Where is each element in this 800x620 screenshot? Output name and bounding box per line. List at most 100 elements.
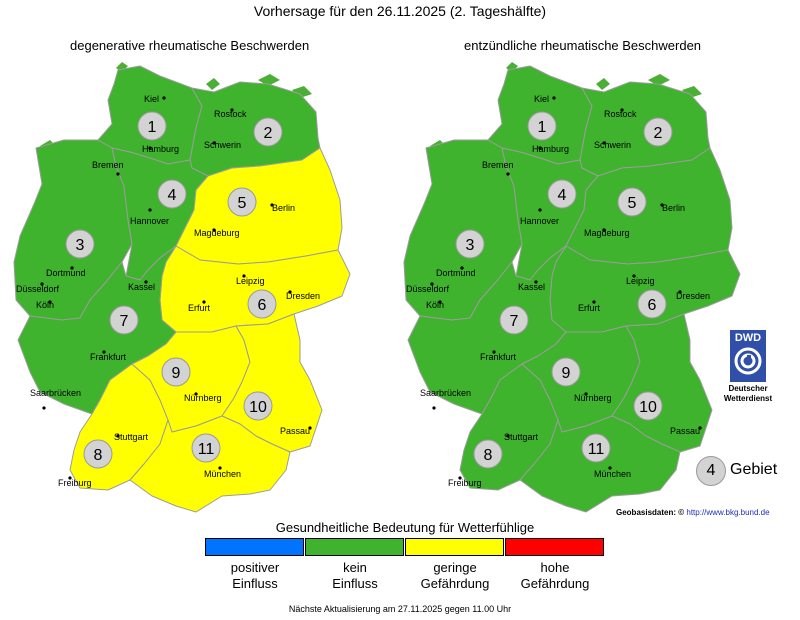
city-dot-leipzig [632,274,636,278]
region-number-circle-9 [161,357,191,387]
region-number-circle-8 [473,439,503,469]
map-title-inflammatory: entzündliche rheumatische Beschwerden [464,38,702,53]
city-label-kiel: Kiel [534,94,549,104]
region-11 [519,415,681,513]
city-dot-magdeburg [212,228,216,232]
map-title-degenerative: degenerative rheumatische Beschwerden [70,38,310,53]
region-number-9: 9 [562,365,571,382]
region-number-circle-3 [65,229,95,259]
legend-label-positive-line2: Einfluss [232,576,278,591]
city-dot-dortmund [70,266,74,270]
region-number-8: 8 [484,447,493,464]
region-number-circle-4 [547,179,577,209]
region-number-circle-7 [109,305,139,335]
city-dot-rostock [230,108,234,112]
city-dot-hannover [538,208,542,212]
region-number-circle-4 [157,179,187,209]
region-number-11: 11 [588,441,605,458]
city-dot-kassel [144,280,148,284]
city-label-dortmund: Dortmund [436,268,476,278]
city-label-dresden: Dresden [676,291,710,301]
region-number-6: 6 [258,297,267,314]
city-label-magdeburg: Magdeburg [194,228,240,238]
region-number-circle-6 [637,289,667,319]
city-label-bremen: Bremen [92,160,124,170]
legend-label-low: geringe Gefährdung [405,560,505,592]
legend-title: Gesundheitliche Bedeutung für Wetterfühl… [275,520,535,535]
legend-label-low-line2: Gefährdung [420,576,490,591]
city-label-erfurt: Erfurt [578,303,601,313]
city-dot-muenchen [218,466,222,470]
region-number-2: 2 [654,125,663,142]
city-dot-stuttgart [506,434,510,438]
next-update-note: Nächste Aktualisierung am 27.11.2025 geg… [288,604,512,614]
city-label-stuttgart: Stuttgart [504,432,539,442]
city-label-bremen: Bremen [482,160,514,170]
region-number-7: 7 [510,313,519,330]
legend-label-positive: positiver Einfluss [205,560,305,592]
city-label-leipzig: Leipzig [626,276,655,286]
geobasis-link[interactable]: http://www.bkg.bund.de [686,508,770,517]
city-label-rostock: Rostock [604,109,637,119]
city-dot-kiel [162,96,166,100]
city-dot-berlin [660,203,664,207]
city-label-schwerin: Schwerin [204,140,241,150]
legend-label-positive-line1: positiver [230,560,280,575]
legend-swatch-none [305,538,404,556]
region-number-circle-7 [499,305,529,335]
region-number-3: 3 [76,237,85,254]
city-dot-hamburg [538,146,542,150]
legend-label-high-line1: hohe [540,560,570,575]
city-label-koeln: Köln [426,300,444,310]
region-number-circle-5 [227,187,257,217]
city-dot-frankfurt [492,350,496,354]
city-label-freiburg: Freiburg [448,478,482,488]
city-dot-passau [308,426,312,430]
island-2 [648,74,670,86]
city-label-nuernberg: Nürnberg [574,393,612,403]
region-number-circle-1 [137,111,167,141]
city-dot-kassel [534,280,538,284]
area-key-number: 4 [696,456,726,486]
region-number-circle-2 [643,117,673,147]
city-label-dresden: Dresden [286,291,320,301]
region-number-circle-1 [527,111,557,141]
city-dot-freiburg [458,476,462,480]
region-number-circle-5 [617,187,647,217]
legend-label-none-line2: Einfluss [332,576,378,591]
region-number-5: 5 [628,195,637,212]
city-label-frankfurt: Frankfurt [480,352,517,362]
region-number-2: 2 [264,125,273,142]
region-11 [129,415,291,513]
dwd-name: Deutscher Wetterdienst [712,384,784,404]
region-number-circle-11 [581,433,611,463]
city-label-passau: Passau [670,426,700,436]
geobasis-label: Geobasisdaten: © [616,508,685,517]
dwd-swirl-icon [734,347,762,375]
region-number-1: 1 [148,119,157,136]
city-dot-koeln [48,300,52,304]
city-label-passau: Passau [280,426,310,436]
legend-swatch-low [405,538,504,556]
city-dot-muenchen [608,466,612,470]
region-number-10: 10 [639,399,657,416]
forecast-title: Vorhersage für den 26.11.2025 (2. Tagesh… [253,3,547,19]
dwd-line2: Wetterdienst [723,394,773,403]
city-dot-hamburg [148,146,152,150]
city-label-kiel: Kiel [144,94,159,104]
map-degenerative: Kiel Rostock Hamburg Schwerin Bremen Hannover… [13,62,351,513]
legend-label-none: kein Einfluss [305,560,405,592]
city-label-hamburg: Hamburg [142,144,179,154]
geobasis-credit: Geobasisdaten: © http://www.bkg.bund.de [616,508,770,517]
dwd-logo-text: DWD [734,332,762,344]
region-number-10: 10 [249,399,267,416]
city-dot-duesseldorf [430,282,434,286]
city-label-magdeburg: Magdeburg [584,228,630,238]
city-label-saarbruecken: Saarbrücken [420,388,471,398]
legend-label-low-line1: geringe [433,560,477,575]
city-dot-nuernberg [584,392,588,396]
region-number-3: 3 [466,237,475,254]
city-label-muenchen: München [594,469,631,479]
dwd-line1: Deutscher [728,384,768,393]
city-dot-saarbruecken [432,406,436,410]
